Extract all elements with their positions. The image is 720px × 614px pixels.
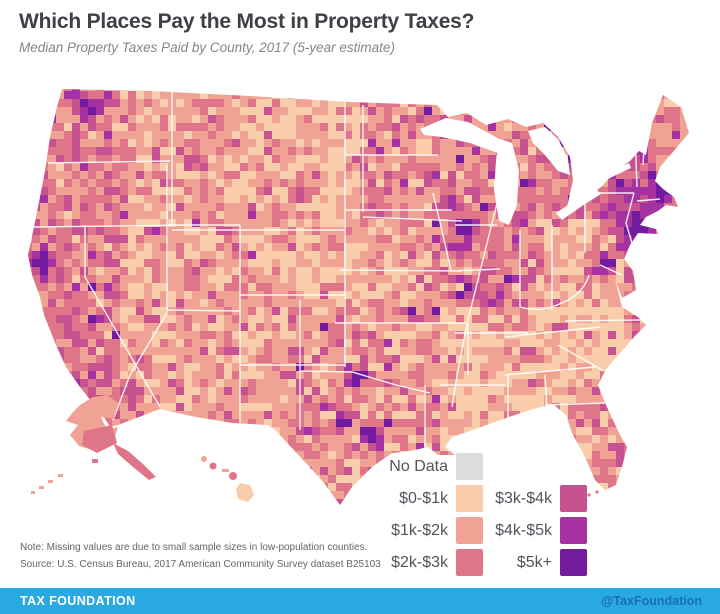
us-choropleth-map bbox=[28, 89, 689, 505]
alaska-inset bbox=[31, 395, 156, 494]
maui-island bbox=[229, 472, 237, 480]
legend-label-no-data: No Data bbox=[389, 457, 448, 475]
legend-swatch-4k-5k bbox=[560, 517, 587, 544]
hawaii-big-island bbox=[236, 483, 254, 502]
lake-superior-shape bbox=[420, 118, 510, 153]
legend-swatch-0-1k bbox=[456, 485, 483, 512]
lake-erie-shape bbox=[556, 189, 601, 220]
legend-swatch-3k-4k bbox=[560, 485, 587, 512]
legend-label-1k-2k: $1k-$2k bbox=[391, 521, 448, 539]
page-subtitle: Median Property Taxes Paid by County, 20… bbox=[19, 40, 395, 55]
legend-label-3k-4k: $3k-$4k bbox=[495, 489, 552, 507]
legend-swatch-2k-3k bbox=[456, 549, 483, 576]
aleutian-island bbox=[58, 474, 63, 477]
footer-bar: TAX FOUNDATION @TaxFoundation bbox=[0, 588, 720, 614]
legend-label-4k-5k: $4k-$5k bbox=[495, 521, 552, 539]
hawaii-inset bbox=[201, 456, 254, 502]
legend-swatch-no-data bbox=[456, 453, 483, 480]
aleutian-island bbox=[31, 491, 35, 494]
lake-huron-shape bbox=[528, 127, 570, 175]
kauai-island bbox=[201, 456, 207, 462]
aleutian-island bbox=[48, 480, 53, 483]
twitter-handle: @TaxFoundation bbox=[601, 594, 702, 608]
kodiak-island bbox=[92, 459, 98, 463]
key-island bbox=[595, 490, 599, 494]
lake-ontario-shape bbox=[600, 163, 631, 182]
note-line: Note: Missing values are due to small sa… bbox=[20, 542, 368, 553]
alaska-panhandle-shape bbox=[113, 443, 156, 480]
legend: No Data $0-$1k $3k-$4k $1k-$2k $4k-$5k $… bbox=[336, 453, 587, 576]
source-line: Source: U.S. Census Bureau, 2017 America… bbox=[20, 559, 381, 570]
oahu-island bbox=[209, 462, 217, 470]
state-borders bbox=[33, 91, 661, 447]
brand-name: TAX FOUNDATION bbox=[20, 594, 136, 608]
legend-label-5k-plus: $5k+ bbox=[516, 553, 552, 571]
aleutian-island bbox=[39, 486, 44, 489]
molokai-island bbox=[222, 469, 229, 472]
alaska-southcentral-patch bbox=[82, 425, 117, 453]
key-island bbox=[587, 493, 591, 497]
great-lakes bbox=[420, 118, 631, 225]
legend-label-2k-3k: $2k-$3k bbox=[391, 553, 448, 571]
page-title: Which Places Pay the Most in Property Ta… bbox=[19, 10, 475, 33]
legend-swatch-5k-plus bbox=[560, 549, 587, 576]
lake-michigan-shape bbox=[494, 139, 519, 225]
footnotes: Note: Missing values are due to small sa… bbox=[20, 539, 381, 573]
legend-swatch-1k-2k bbox=[456, 517, 483, 544]
legend-label-0-1k: $0-$1k bbox=[399, 489, 448, 507]
